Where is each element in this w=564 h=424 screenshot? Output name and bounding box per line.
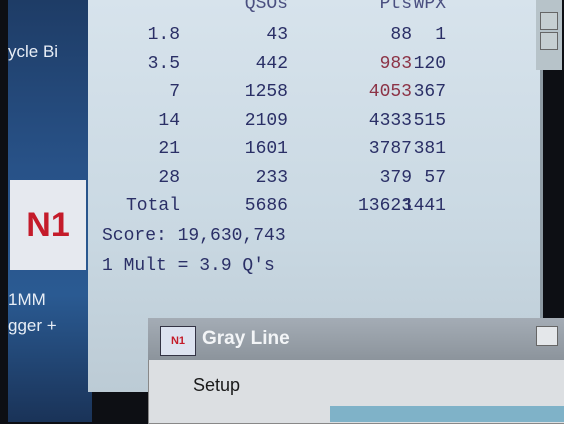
table-cell: 367 xyxy=(356,82,446,102)
desktop-label: ycle Bi xyxy=(8,42,58,62)
row-label: 3.5 xyxy=(90,54,180,74)
menu-item[interactable]: Setup xyxy=(193,375,240,396)
scroll-up[interactable] xyxy=(540,12,558,30)
table-cell: 1441 xyxy=(356,196,446,216)
row-label: Total xyxy=(90,196,180,216)
column-header: WPX xyxy=(356,0,446,14)
row-label: 1.8 xyxy=(90,25,180,45)
taskbar-strip xyxy=(330,406,564,422)
row-label: 14 xyxy=(90,111,180,131)
scroll-down[interactable] xyxy=(540,32,558,50)
table-cell: 442 xyxy=(198,54,288,74)
row-label: 7 xyxy=(90,82,180,102)
table-cell: 381 xyxy=(356,139,446,159)
table-cell: 515 xyxy=(356,111,446,131)
table-cell: 120 xyxy=(356,54,446,74)
table-cell: 2109 xyxy=(198,111,288,131)
mult: 1 Mult = 3.9 Q's xyxy=(102,256,275,276)
popup-icon: N1 xyxy=(160,326,196,356)
desktop-label: gger + xyxy=(8,316,57,336)
table-cell: 1258 xyxy=(198,82,288,102)
minimize-button[interactable] xyxy=(536,326,558,346)
table-cell: 1601 xyxy=(198,139,288,159)
table-cell: 43 xyxy=(198,25,288,45)
table-cell: 5686 xyxy=(198,196,288,216)
score: Score: 19,630,743 xyxy=(102,226,286,246)
screen: ycle Bi N1 1MM gger + QSOsPtsWPX1.843881… xyxy=(0,0,564,422)
row-label: 28 xyxy=(90,168,180,188)
row-label: 21 xyxy=(90,139,180,159)
popup-title: Gray Line xyxy=(202,328,290,350)
table-cell: 1 xyxy=(356,25,446,45)
table-cell: 233 xyxy=(198,168,288,188)
desktop-label: 1MM xyxy=(8,290,46,310)
app-icon[interactable]: N1 xyxy=(10,180,86,270)
column-header: QSOs xyxy=(198,0,288,14)
table-cell: 57 xyxy=(356,168,446,188)
